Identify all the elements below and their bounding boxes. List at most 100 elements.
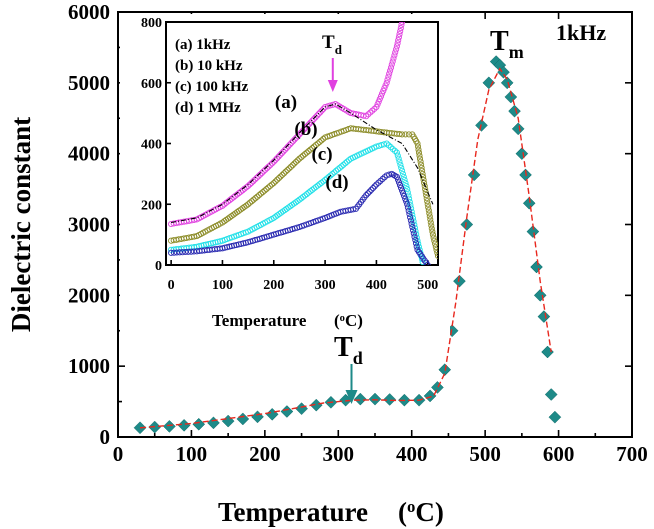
- inset-data-point: [318, 179, 325, 186]
- inset-data-point: [263, 165, 270, 172]
- inset-data-point: [395, 179, 403, 186]
- inset-data-point: [317, 109, 324, 116]
- inset-data-point: [267, 161, 274, 169]
- inset-data-point: [385, 73, 392, 80]
- inset-data-point: [399, 167, 406, 174]
- inset-data-point: [278, 150, 285, 157]
- inset-data-point: [386, 171, 393, 178]
- inset-data-point: [431, 237, 438, 244]
- inset-data-point: [281, 146, 289, 153]
- inset-data-point: [388, 61, 395, 68]
- inset-data-point: [327, 172, 334, 179]
- main-data-point: [221, 414, 235, 428]
- main-x-tick-label: 300: [323, 442, 355, 466]
- inset-data-point: [429, 228, 436, 235]
- inset-data-point: [307, 119, 314, 126]
- inset-data-point: [261, 187, 268, 194]
- inset-data-point: [280, 170, 288, 177]
- inset-x-tick-label: 200: [263, 278, 284, 293]
- inset-data-point: [396, 31, 403, 38]
- inset-data-point: [393, 43, 400, 50]
- inset-data-point: [263, 186, 270, 193]
- inset-data-point: [413, 243, 420, 250]
- inset-data-point: [289, 138, 297, 145]
- inset-data-point: [306, 121, 313, 128]
- inset-data-point: [412, 240, 420, 247]
- inset-data-point: [296, 155, 303, 162]
- inset-data-point: [399, 131, 406, 138]
- inset-data-point: [283, 145, 290, 152]
- main-data-point: [511, 122, 525, 136]
- inset-data-point: [173, 249, 180, 256]
- inset-data-point: [314, 112, 321, 119]
- inset-data-point: [280, 148, 287, 155]
- main-data-point: [500, 76, 514, 90]
- inset-data-point: [309, 145, 316, 152]
- inset-data-point: [396, 182, 404, 189]
- main-data-point: [460, 218, 474, 231]
- inset-series-a: [168, 22, 406, 228]
- inset-series-b: [168, 125, 438, 259]
- inset-data-point: [318, 107, 325, 114]
- inset-data-point: [303, 149, 310, 156]
- inset-data-point: [299, 127, 306, 135]
- inset-data-point: [311, 143, 318, 150]
- inset-data-point: [363, 113, 370, 120]
- main-x-axis-unit: (oC): [398, 497, 444, 528]
- inset-data-point: [420, 173, 427, 180]
- inset-data-point: [286, 165, 293, 172]
- inset-data-point: [405, 207, 412, 214]
- main-data-point: [530, 260, 543, 274]
- inset-data-point: [246, 199, 253, 206]
- main-data-point: [504, 90, 518, 104]
- inset-data-point: [268, 181, 275, 188]
- inset-data-point: [309, 117, 316, 124]
- inset-plot: 0 100 200 300 400 500 0 200 400 600 800 Temperature…: [120, 14, 450, 336]
- inset-series-label-b: (b): [294, 119, 317, 140]
- inset-data-point: [168, 249, 175, 256]
- inset-data-point: [375, 179, 382, 186]
- inset-data-point: [294, 133, 301, 140]
- inset-data-point: [331, 169, 338, 176]
- inset-data-point: [430, 234, 437, 241]
- inset-data-point: [414, 140, 421, 147]
- inset-data-point: [298, 154, 305, 161]
- main-data-point: [537, 310, 551, 323]
- inset-data-point: [188, 248, 195, 255]
- main-x-tick-label: 400: [396, 442, 428, 466]
- inset-data-point: [320, 178, 327, 185]
- inset-data-point: [414, 143, 422, 150]
- inset-data-point: [426, 213, 433, 220]
- inset-data-point: [301, 192, 308, 199]
- inset-series-label-a: (a): [275, 92, 297, 113]
- inset-data-point: [416, 152, 423, 159]
- inset-data-point: [292, 158, 300, 165]
- inset-data-point: [170, 249, 178, 256]
- inset-data-point: [246, 181, 253, 188]
- inset-data-point: [383, 140, 390, 147]
- main-x-tick-label: 100: [176, 442, 208, 466]
- inset-data-point: [265, 163, 272, 170]
- inset-x-tick-label: 500: [417, 278, 438, 293]
- main-data-point: [295, 402, 308, 416]
- inset-data-point: [397, 184, 405, 191]
- main-data-point: [207, 416, 220, 430]
- inset-data-point: [419, 167, 426, 174]
- main-data-point: [163, 420, 176, 433]
- tm-annotation: Tm: [490, 26, 524, 62]
- inset-data-point: [301, 126, 308, 133]
- main-y-tick-label: 4000: [68, 142, 110, 166]
- inset-data-point: [402, 195, 409, 202]
- main-y-tick-label: 2000: [68, 283, 110, 307]
- inset-data-point: [421, 179, 428, 187]
- inset-data-point: [389, 58, 396, 65]
- inset-data-point: [312, 114, 319, 121]
- inset-data-point: [350, 206, 357, 213]
- inset-data-point: [408, 220, 415, 227]
- inset-data-point: [374, 101, 381, 108]
- inset-data-point: [256, 192, 263, 199]
- main-x-tick-label: 200: [249, 442, 281, 466]
- inset-data-point: [395, 34, 402, 41]
- main-data-point: [453, 274, 466, 288]
- inset-data-point: [334, 166, 341, 173]
